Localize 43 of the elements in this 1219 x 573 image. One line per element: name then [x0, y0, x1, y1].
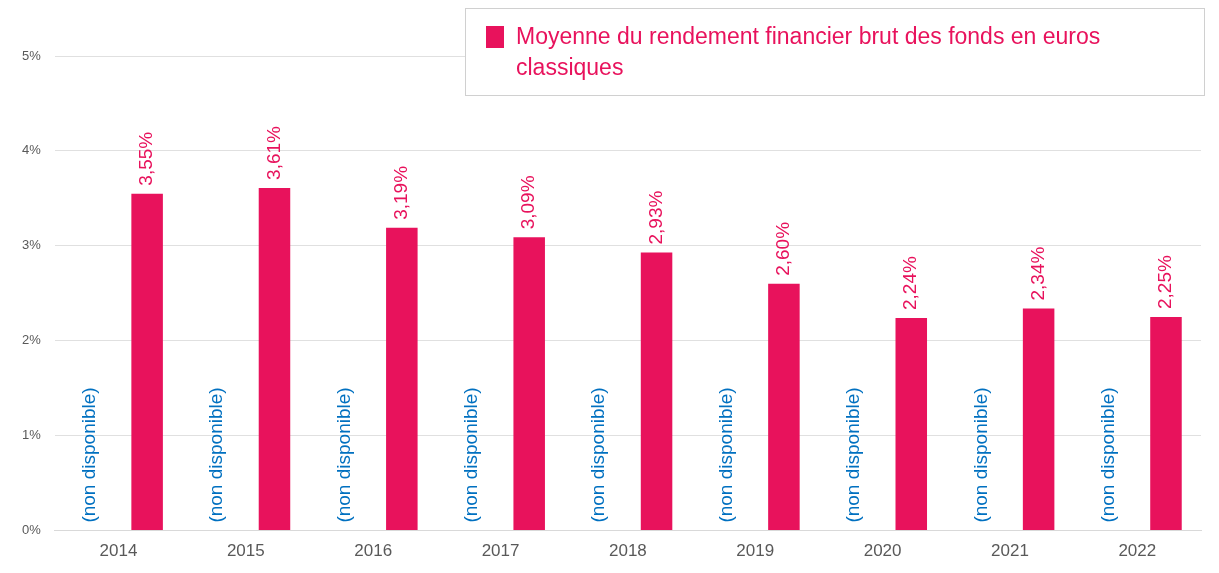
data-label: 2,25%: [1154, 255, 1176, 310]
x-tick-label: 2016: [354, 541, 393, 561]
text: (non disponible): [587, 387, 609, 523]
y-tick-label: 5%: [21, 47, 42, 63]
data-label: 3,55%: [135, 131, 157, 186]
x-tick-label: 2014: [99, 541, 138, 561]
text: (non disponible): [842, 387, 864, 523]
data-label: 2,34%: [1026, 246, 1048, 301]
bar: [1022, 308, 1055, 531]
text: (non disponible): [1096, 387, 1118, 523]
x-tick-label: 2019: [736, 541, 775, 561]
bar: [513, 237, 545, 531]
legend-label: Moyenne du rendement financier brut des fonds en euros classiques: [516, 22, 1102, 82]
x-tick-label: 2018: [608, 541, 647, 561]
data-label: 2,60%: [772, 221, 794, 276]
bar: [640, 252, 673, 531]
bar: [895, 317, 928, 531]
y-tick-label: 3%: [21, 237, 42, 253]
bar: [386, 227, 418, 531]
text: (non disponible): [714, 387, 736, 523]
x-tick-label: 2021: [991, 541, 1029, 561]
bar: [1150, 317, 1182, 531]
x-tick-label: 2017: [481, 541, 520, 561]
bar: [131, 193, 163, 531]
text: (non disponible): [460, 387, 482, 523]
text: (non disponible): [205, 387, 227, 523]
y-tick-label: 1%: [21, 427, 42, 443]
y-tick-label: 2%: [21, 332, 42, 348]
x-tick-label: 2015: [226, 541, 265, 561]
y-tick-label: 4%: [21, 142, 42, 158]
text: (non disponible): [332, 387, 354, 523]
x-tick-label: 2022: [1118, 541, 1157, 561]
data-label: 3,61%: [262, 125, 284, 180]
data-label: 3,19%: [390, 165, 412, 220]
bar: [768, 283, 800, 531]
x-tick-label: 2020: [863, 541, 902, 561]
y-tick-label: 0%: [21, 522, 42, 538]
text: (non disponible): [969, 387, 991, 523]
text: (non disponible): [78, 387, 100, 523]
data-label: 3,09%: [517, 175, 539, 230]
bar: [258, 187, 291, 531]
data-label: 2,93%: [644, 190, 666, 245]
data-label: 2,24%: [899, 256, 921, 310]
